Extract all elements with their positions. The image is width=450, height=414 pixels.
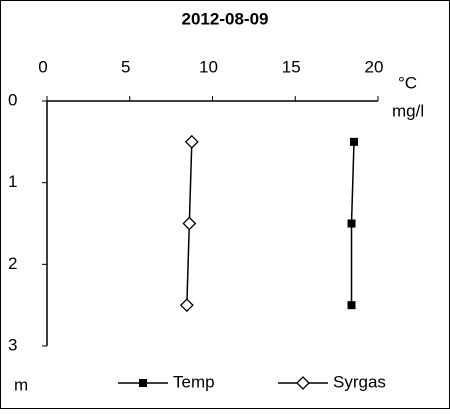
legend-label: Syrgas [333,372,386,391]
y-tick-label: 1 [8,172,17,191]
marker [179,298,194,313]
marker [350,137,359,146]
x-tick-label: 10 [199,57,218,76]
x-unit: °C [398,73,417,92]
x-unit: mg/l [392,101,424,120]
y-tick-label: 3 [8,335,17,354]
legend-label: Temp [173,372,215,391]
x-tick-label: 20 [365,57,384,76]
marker [184,134,199,149]
y-tick-label: 0 [8,90,17,109]
marker [347,301,356,310]
legend-marker [139,379,147,387]
x-tick-label: 0 [38,57,47,76]
x-tick-label: 5 [121,57,130,76]
x-tick-label: 15 [282,57,301,76]
y-tick-label: 2 [8,254,17,273]
marker [347,219,356,228]
legend-marker [296,376,310,390]
y-axis-label: m [14,375,28,394]
chart-title: 2012-08-09 [182,9,269,28]
marker [182,216,197,231]
